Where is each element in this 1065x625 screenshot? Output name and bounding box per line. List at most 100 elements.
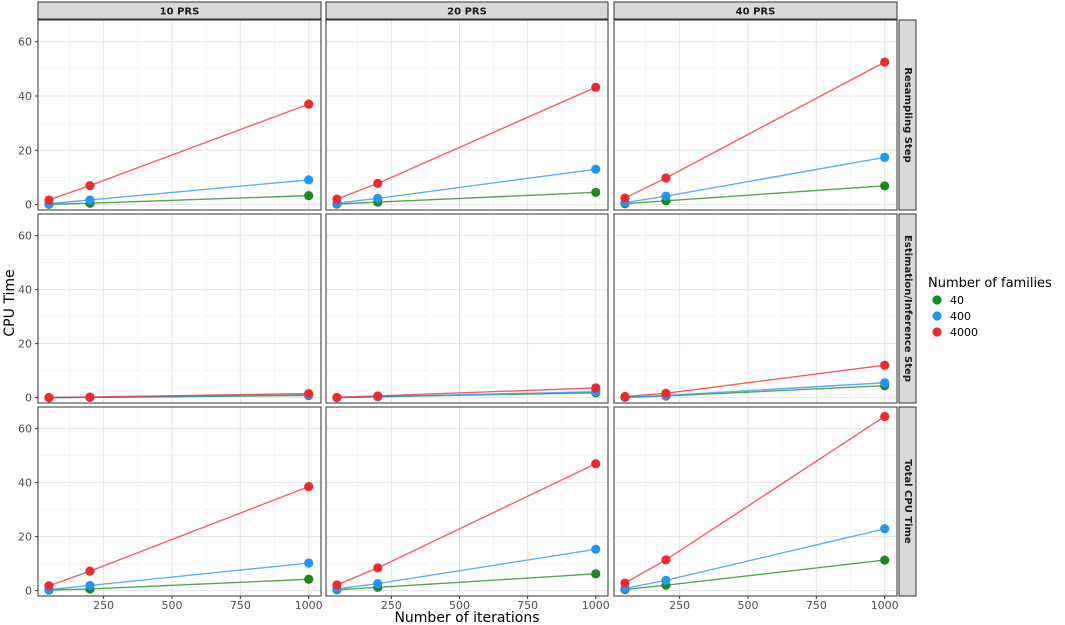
x-tick-label: 750 [806,599,827,612]
data-point [880,378,890,388]
facet-panel [613,213,898,404]
panel-background [326,214,608,403]
panel-background [614,20,897,210]
row-strip-label: Estimation/Inference Step [902,235,913,382]
panel-background [38,20,321,210]
data-point [332,194,342,204]
panel-series [44,99,314,209]
x-tick-label: 1000 [582,599,610,612]
y-tick-label: 0 [25,585,32,598]
data-point [880,555,890,565]
panel-border [37,19,322,211]
facet-panel [37,19,322,211]
data-point [880,360,890,370]
column-strip-label: 40 PRS [736,7,776,18]
facet-panel [37,213,322,404]
y-tick-label: 40 [18,90,32,103]
data-point [44,393,54,403]
panel-series [332,82,601,209]
column-strip-label: 20 PRS [447,7,487,18]
data-point [591,569,601,579]
data-point [661,388,671,398]
data-point [591,187,601,197]
data-point [661,173,671,183]
data-point [591,459,601,469]
legend-key [932,311,942,321]
data-point [304,574,314,584]
panel-background [326,20,608,210]
data-point [880,181,890,191]
y-tick-label: 60 [18,36,32,49]
panel-series [44,482,314,595]
y-tick-label: 0 [25,199,32,212]
legend-label: 4000 [950,326,978,339]
data-point [332,580,342,590]
panel-background [326,407,608,596]
data-point [661,191,671,201]
data-point [373,578,383,589]
panel-series [620,411,890,595]
x-tick-label: 500 [737,599,758,612]
x-tick-label: 1000 [871,599,899,612]
row-strip-label: Resampling Step [902,67,913,162]
y-tick-label: 40 [18,284,32,297]
y-tick-label: 60 [18,423,32,436]
legend: Number of families 40 400 4000 [928,276,1052,339]
data-point [44,195,54,205]
x-tick-label: 750 [230,599,251,612]
data-point [373,563,383,573]
facet-panel [325,213,609,404]
panel-border [37,213,322,404]
data-point [85,580,95,591]
data-point [304,558,314,568]
data-point [85,566,95,576]
row-strip-label: Total CPU Time [902,459,913,544]
panel-series [44,388,314,403]
y-tick-label: 20 [18,338,32,351]
axes: 0 20 40 60 0 20 40 60 0 20 40 60 250 500 750 1000 250 500… [18,36,899,612]
legend-key [932,295,942,305]
panel-background [38,407,321,596]
data-point [332,392,342,402]
y-tick-label: 20 [18,144,32,157]
column-strip [37,1,322,20]
data-point [620,391,630,402]
data-point [591,383,601,393]
facet-panel [37,406,322,597]
y-tick-label: 40 [18,477,32,490]
data-point [85,195,95,205]
data-point [85,180,95,191]
data-point [591,164,601,174]
column-strip [325,1,609,20]
facet-panel [325,406,609,597]
legend-label: 400 [950,310,971,323]
data-point [373,391,383,401]
panel-border [325,213,609,404]
column-strip-label: 10 PRS [160,7,200,18]
y-tick-label: 0 [25,392,32,405]
y-tick-label: 20 [18,531,32,544]
panel-border [613,406,898,597]
data-point [85,392,95,402]
x-tick-label: 500 [161,599,182,612]
legend-title: Number of families [928,276,1052,291]
x-tick-label: 750 [517,599,538,612]
data-point [304,388,314,399]
panel-series [332,459,601,595]
row-strip [898,406,917,597]
data-point [880,152,890,162]
legend-items: 40 400 4000 [932,294,978,339]
panel-series [332,383,601,403]
data-point [661,575,671,585]
data-point [304,99,314,109]
data-point [880,524,890,534]
row-strip [898,213,917,404]
panel-series [620,360,890,402]
facet-strips: 10 PRS 20 PRS 40 PRS Resampling Step Estimat… [37,1,917,597]
facet-panel [613,19,898,211]
panel-border [37,406,322,597]
data-point [591,82,601,92]
legend-key [932,327,942,337]
x-axis-title: Number of iterations [394,610,539,625]
